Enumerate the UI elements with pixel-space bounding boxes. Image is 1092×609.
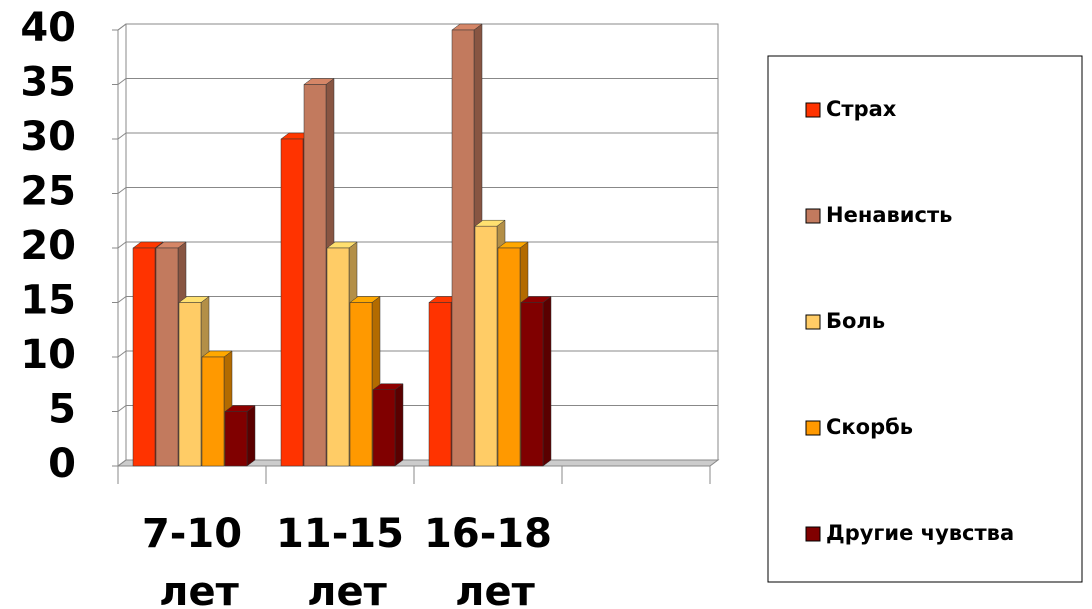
bar-front — [428, 302, 452, 467]
y-tick-label: 35 — [20, 60, 76, 106]
legend-swatch — [805, 526, 821, 542]
bar-front — [451, 29, 475, 467]
y-tick-label: 40 — [20, 5, 76, 51]
y-tick-label: 15 — [20, 278, 76, 324]
bar-front — [520, 302, 544, 467]
legend-label: Боль — [826, 309, 885, 333]
legend-label: Ненависть — [826, 203, 952, 227]
y-tick-label: 0 — [48, 441, 76, 487]
bar-side — [394, 383, 404, 467]
x-tick-label: 11-15 лет — [276, 511, 404, 609]
legend-swatch — [805, 102, 821, 118]
y-tick-label: 20 — [20, 223, 76, 269]
bar-front — [326, 247, 350, 467]
legend-swatch — [805, 314, 821, 330]
bar — [372, 383, 404, 467]
bar — [520, 296, 552, 467]
bar-front — [497, 247, 521, 467]
bar-front — [201, 356, 225, 467]
grid-line — [117, 23, 718, 31]
legend-swatch — [805, 420, 821, 436]
bar-side — [542, 296, 552, 467]
bar-front — [155, 247, 179, 467]
bar — [224, 405, 256, 467]
bar-front — [224, 411, 248, 467]
bar-front — [132, 247, 156, 467]
bar-front — [372, 389, 396, 467]
x-tick-label: 7-10 лет — [142, 511, 242, 609]
bar-front — [178, 302, 202, 467]
bar-front — [280, 138, 304, 467]
bar-front — [303, 84, 327, 467]
y-tick-label: 30 — [20, 114, 76, 160]
grid-line — [117, 78, 718, 85]
legend-swatch — [805, 208, 821, 224]
y-tick-label: 25 — [20, 169, 76, 215]
legend-label: Скорбь — [826, 415, 913, 439]
bar-front — [349, 302, 373, 467]
y-tick-label: 10 — [20, 332, 76, 378]
legend-label: Другие чувства — [826, 521, 1014, 545]
y-tick-label: 5 — [48, 387, 76, 433]
bar-side — [246, 405, 256, 467]
grid-line — [117, 187, 718, 194]
x-tick-label: 16-18 лет — [424, 511, 552, 609]
bar-front — [474, 225, 498, 467]
legend-label: Страх — [826, 97, 897, 121]
grid-line — [117, 132, 718, 140]
